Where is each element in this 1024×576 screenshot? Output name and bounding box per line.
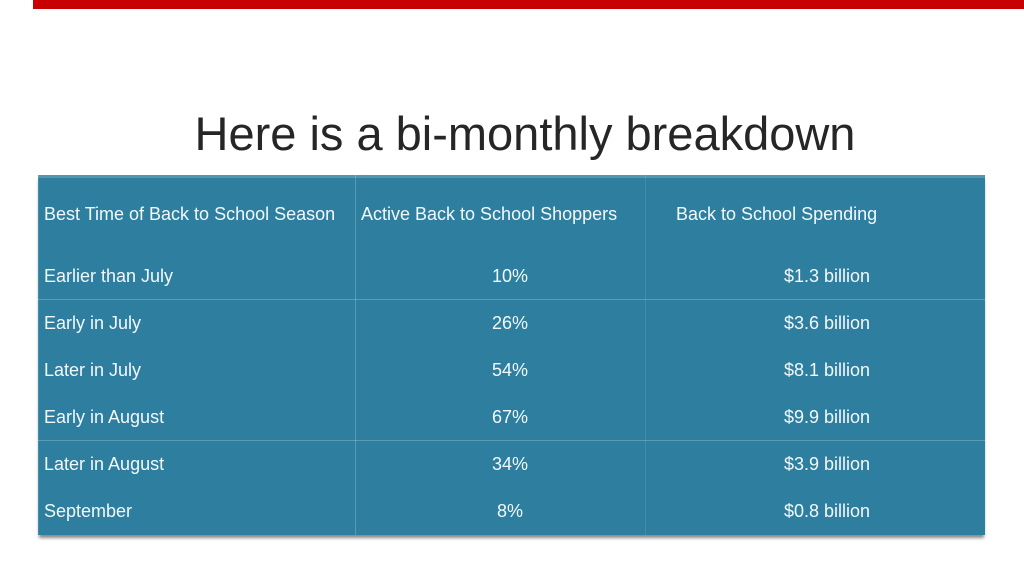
data-table: Best Time of Back to School Season Activ… xyxy=(38,175,985,535)
cell-season: Later in August xyxy=(44,454,165,474)
header-season: Best Time of Back to School Season xyxy=(44,203,336,224)
cell-season: Later in July xyxy=(44,360,142,380)
header-spending: Back to School Spending xyxy=(676,203,878,224)
cell-shoppers: 26% xyxy=(491,313,529,333)
cell-spending: $3.6 billion xyxy=(783,313,871,333)
table-row: Earlier than July 10% $1.3 billion xyxy=(38,253,985,300)
column-divider xyxy=(355,175,356,535)
cell-season: Early in August xyxy=(44,406,165,427)
cell-spending: $8.1 billion xyxy=(783,360,871,380)
table-row: Early in August 67% $9.9 billion xyxy=(38,394,985,441)
column-divider xyxy=(645,175,646,535)
cell-shoppers: 34% xyxy=(491,454,529,474)
table-row: Early in July 26% $3.6 billion xyxy=(38,300,985,347)
cell-spending: $1.3 billion xyxy=(783,265,871,286)
cell-shoppers: 54% xyxy=(491,360,529,380)
cell-season: Early in July xyxy=(44,313,142,333)
table-body: Earlier than July 10% $1.3 billion Early in… xyxy=(38,253,985,535)
cell-season: Earlier than July xyxy=(44,265,174,286)
table-row: Later in August 34% $3.9 billion xyxy=(38,441,985,488)
table-row: September 8% $0.8 billion xyxy=(38,488,985,535)
red-progress-bar xyxy=(33,0,1024,9)
cell-season: September xyxy=(44,501,133,521)
header-shoppers: Active Back to School Shoppers xyxy=(361,203,618,224)
slide-title: Here is a bi-monthly breakdown xyxy=(194,107,856,160)
table-header-row: Best Time of Back to School Season Activ… xyxy=(38,175,985,253)
cell-shoppers: 10% xyxy=(491,265,529,286)
table-row: Later in July 54% $8.1 billion xyxy=(38,347,985,394)
cell-shoppers: 67% xyxy=(491,406,529,427)
cell-spending: $9.9 billion xyxy=(783,406,871,427)
cell-spending: $3.9 billion xyxy=(783,454,871,474)
cell-spending: $0.8 billion xyxy=(783,501,871,521)
cell-shoppers: 8% xyxy=(496,501,523,521)
